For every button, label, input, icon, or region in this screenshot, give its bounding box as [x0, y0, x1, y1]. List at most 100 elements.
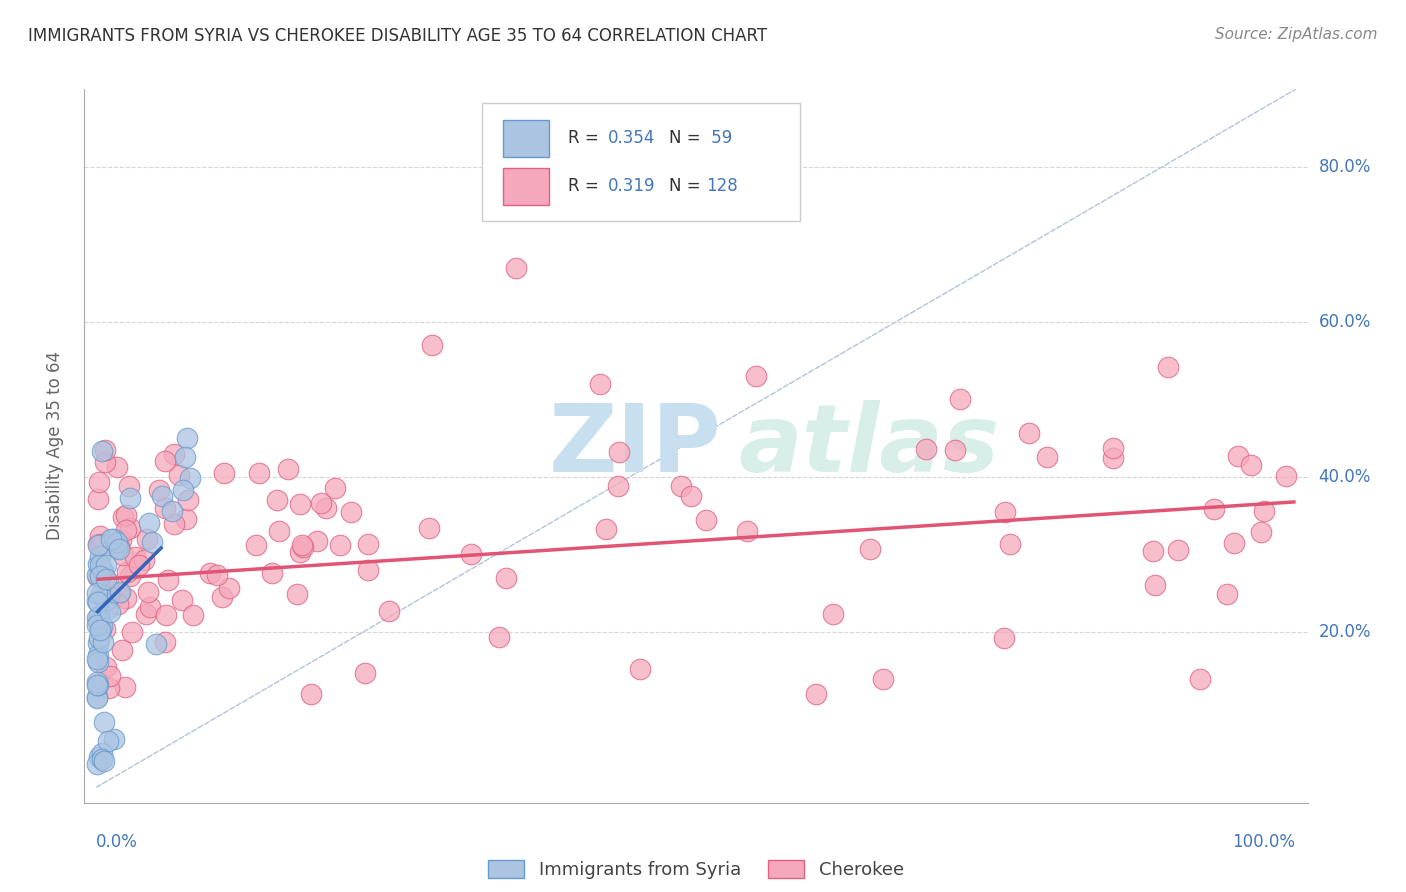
Point	[87, 636, 110, 650]
Text: N =: N =	[669, 129, 706, 147]
Text: atlas: atlas	[738, 400, 1000, 492]
Point	[86, 586, 108, 600]
Text: R =: R =	[568, 129, 603, 147]
Point	[269, 524, 291, 539]
Point	[105, 459, 128, 474]
Point	[145, 636, 167, 650]
Point	[90, 747, 112, 761]
Point	[124, 549, 146, 564]
Text: N =: N =	[669, 178, 706, 195]
Text: 0.319: 0.319	[607, 178, 655, 195]
Point	[1142, 544, 1164, 558]
Point	[98, 606, 121, 620]
Point	[141, 534, 163, 549]
Point	[1188, 672, 1211, 686]
Point	[86, 491, 108, 506]
Point	[277, 462, 299, 476]
Point	[595, 522, 617, 536]
Point	[1101, 450, 1123, 465]
Point	[418, 521, 440, 535]
Point	[1250, 525, 1272, 540]
Point	[108, 585, 131, 599]
Point	[87, 648, 110, 662]
Point	[669, 478, 692, 492]
Point	[87, 608, 110, 623]
Point	[260, 566, 283, 581]
Point	[695, 513, 717, 527]
FancyBboxPatch shape	[503, 120, 550, 157]
Text: 0.0%: 0.0%	[97, 833, 138, 851]
Point	[589, 376, 612, 391]
Point	[1157, 360, 1180, 375]
Point	[86, 538, 108, 552]
Point	[114, 680, 136, 694]
Point	[86, 675, 108, 690]
Point	[735, 524, 758, 539]
Point	[1202, 502, 1225, 516]
Point	[212, 467, 235, 481]
Point	[89, 475, 111, 489]
Point	[103, 731, 125, 746]
Text: 20.0%: 20.0%	[1319, 624, 1371, 641]
Point	[91, 565, 114, 579]
Point	[167, 468, 190, 483]
Point	[488, 630, 510, 644]
Point	[945, 443, 967, 458]
Point	[163, 517, 186, 532]
Point	[90, 537, 112, 551]
Point	[292, 540, 315, 554]
Text: ZIP: ZIP	[550, 400, 723, 492]
Point	[87, 570, 110, 584]
Point	[89, 549, 111, 564]
Point	[329, 538, 352, 552]
Point	[97, 734, 120, 748]
Point	[607, 445, 630, 459]
Point	[93, 754, 115, 768]
Point	[90, 752, 112, 766]
Point	[96, 602, 118, 616]
Point	[128, 558, 150, 572]
Legend: Immigrants from Syria, Cherokee: Immigrants from Syria, Cherokee	[481, 853, 911, 887]
Point	[107, 597, 129, 611]
Point	[266, 493, 288, 508]
Point	[160, 504, 183, 518]
Y-axis label: Disability Age 35 to 64: Disability Age 35 to 64	[45, 351, 63, 541]
Point	[97, 589, 120, 603]
Point	[305, 534, 328, 549]
Point	[183, 607, 205, 622]
Point	[1102, 441, 1125, 455]
Point	[1036, 450, 1059, 465]
Point	[153, 500, 176, 515]
Point	[93, 590, 115, 604]
Point	[1275, 468, 1298, 483]
Point	[1253, 503, 1275, 517]
Point	[120, 569, 142, 583]
Text: 60.0%: 60.0%	[1319, 313, 1371, 331]
Text: 100.0%: 100.0%	[1233, 833, 1295, 851]
Point	[218, 581, 240, 595]
Point	[460, 547, 482, 561]
Point	[291, 538, 314, 552]
Point	[288, 545, 311, 559]
Point	[86, 610, 108, 624]
Point	[287, 587, 309, 601]
Point	[118, 521, 141, 535]
Point	[94, 558, 117, 572]
Point	[86, 690, 108, 705]
Point	[87, 631, 110, 645]
Point	[495, 571, 517, 585]
Point	[1167, 543, 1189, 558]
Point	[87, 595, 110, 609]
Text: 80.0%: 80.0%	[1319, 158, 1371, 176]
Point	[96, 592, 118, 607]
Point	[86, 756, 108, 771]
Point	[156, 573, 179, 587]
Point	[153, 454, 176, 468]
Text: 40.0%: 40.0%	[1319, 468, 1371, 486]
Point	[1216, 587, 1239, 601]
Text: R =: R =	[568, 178, 603, 195]
Point	[89, 569, 111, 583]
Point	[804, 687, 827, 701]
Point	[325, 481, 347, 495]
Point	[86, 652, 108, 666]
